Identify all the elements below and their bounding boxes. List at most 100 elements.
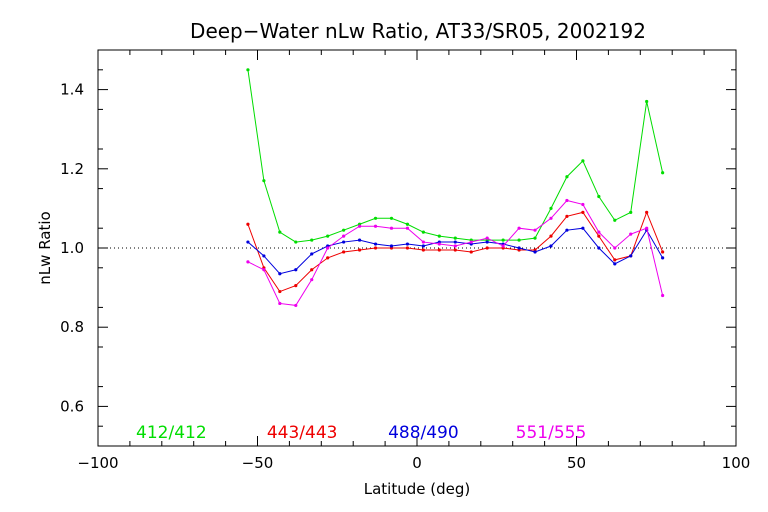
data-point — [246, 260, 250, 264]
data-point — [437, 242, 441, 246]
data-point — [485, 246, 489, 250]
x-tick-label: −100 — [77, 454, 118, 472]
data-point — [661, 250, 665, 254]
data-point — [549, 244, 553, 248]
data-point — [326, 256, 330, 260]
plot-frame — [97, 49, 737, 447]
data-point — [469, 250, 473, 254]
data-point — [294, 268, 298, 272]
data-point — [294, 284, 298, 288]
data-point — [437, 234, 441, 238]
data-point — [645, 99, 649, 104]
data-point — [629, 254, 633, 258]
y-tick-label: 0.6 — [60, 397, 84, 415]
data-point — [565, 198, 569, 203]
data-point — [517, 238, 521, 242]
data-point — [597, 246, 601, 250]
data-point — [310, 238, 314, 242]
data-point — [342, 250, 346, 254]
data-point — [310, 268, 314, 272]
data-point — [373, 246, 378, 250]
data-point — [294, 303, 298, 308]
legend-entry: 488/490 — [388, 423, 459, 443]
data-point — [485, 236, 489, 240]
data-point — [549, 234, 553, 238]
legend-entry: 412/412 — [136, 423, 207, 443]
data-point — [533, 228, 537, 232]
x-tick-label: 0 — [412, 454, 422, 472]
data-point — [533, 236, 537, 240]
data-point — [373, 242, 378, 246]
y-tick-label: 1.0 — [60, 239, 84, 257]
y-axis-label: nLw Ratio — [36, 211, 54, 284]
data-point — [581, 202, 585, 207]
data-point — [278, 272, 282, 276]
series-line — [247, 199, 664, 306]
data-point — [597, 234, 601, 238]
data-point — [453, 248, 457, 252]
data-point — [389, 226, 394, 230]
data-point — [661, 171, 665, 175]
y-tick-label: 1.2 — [60, 160, 84, 178]
data-point — [437, 248, 441, 252]
data-point — [310, 278, 314, 282]
data-point — [469, 240, 473, 244]
data-point — [405, 222, 410, 226]
data-point — [613, 262, 617, 266]
data-point — [357, 238, 362, 242]
x-tick-label: −50 — [242, 454, 274, 472]
data-point — [453, 236, 457, 240]
data-point — [357, 224, 362, 228]
data-point — [262, 179, 266, 183]
y-tick-label: 0.8 — [60, 318, 84, 336]
data-point — [613, 218, 617, 222]
data-point — [342, 234, 346, 238]
data-point — [405, 242, 410, 246]
x-tick-label: 100 — [722, 454, 751, 472]
data-point — [581, 210, 585, 214]
data-point — [246, 68, 250, 72]
data-point — [549, 206, 553, 210]
data-point — [485, 240, 489, 244]
x-tick-label: 50 — [567, 454, 586, 472]
data-point — [581, 159, 585, 163]
data-point — [278, 301, 282, 306]
data-point — [453, 240, 457, 244]
legend-entry: 551/555 — [516, 423, 587, 443]
data-point — [629, 232, 633, 236]
data-point — [613, 246, 617, 250]
data-point — [613, 258, 617, 262]
data-point — [246, 240, 250, 244]
data-point — [278, 289, 282, 294]
data-point — [597, 230, 601, 234]
data-point — [357, 248, 362, 252]
data-point — [262, 254, 266, 258]
data-point — [629, 210, 633, 214]
y-tick-label: 1.4 — [60, 81, 84, 99]
chart-title: Deep−Water nLw Ratio, AT33/SR05, 2002192 — [190, 19, 646, 43]
data-point — [405, 246, 410, 250]
data-point — [262, 268, 266, 272]
data-point — [421, 240, 425, 244]
data-point — [389, 244, 394, 248]
data-point — [405, 226, 410, 230]
data-point — [501, 238, 505, 242]
data-point — [421, 244, 425, 248]
data-point — [661, 293, 665, 298]
data-point — [326, 234, 330, 238]
series-layer — [246, 68, 665, 308]
data-point — [389, 216, 394, 220]
data-point — [246, 222, 250, 226]
data-point — [565, 228, 569, 232]
data-point — [661, 256, 665, 260]
data-point — [278, 230, 282, 234]
data-point — [421, 230, 425, 234]
data-point — [453, 244, 457, 248]
series-line — [247, 69, 664, 243]
axis-ticks: −100 −50 0 50 100 0.6 0.8 1.0 1.2 1.4 — [60, 50, 750, 472]
data-point — [421, 248, 425, 252]
data-point — [373, 216, 378, 220]
data-point — [310, 252, 314, 256]
legend: 412/412 443/443 488/490 551/555 — [136, 423, 586, 443]
